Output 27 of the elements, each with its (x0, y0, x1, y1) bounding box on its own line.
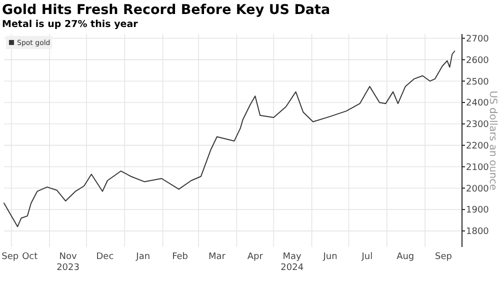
y-tick-label: 2300 (466, 120, 490, 130)
y-tick-label: 2400 (466, 98, 490, 109)
x-tick-label: Mar (208, 252, 226, 262)
y-tick-label: 2100 (466, 162, 490, 173)
x-tick-label: Dec (96, 252, 114, 262)
x-tick-label: Sep (435, 252, 452, 262)
x-tick-label: Feb (172, 252, 188, 262)
x-tick-label: May 2024 (280, 252, 304, 273)
x-tick-label: Oct (22, 252, 38, 262)
x-tick-label: Nov 2023 (56, 252, 80, 273)
y-tick-label: 2000 (466, 184, 490, 194)
x-tick-label: Aug (396, 252, 414, 262)
chart-title: Gold Hits Fresh Record Before Key US Data (2, 2, 330, 18)
chart-subtitle: Metal is up 27% this year (2, 19, 138, 30)
y-tick-label: 2200 (466, 141, 490, 152)
x-tick-label: Sep (2, 252, 19, 262)
y-tick-label: 2600 (466, 56, 490, 66)
line-series (4, 50, 456, 228)
y-axis-title: US dollars an ounce (487, 90, 498, 190)
y-tick-label: 2700 (466, 34, 490, 44)
y-tick-label: 1800 (466, 227, 490, 238)
x-tick-label: Jul (360, 252, 373, 262)
x-tick-label: Jan (135, 252, 150, 262)
y-tick-label: 2500 (466, 77, 490, 88)
x-tick-label: Jun (322, 252, 338, 262)
x-tick-label: Apr (247, 252, 264, 262)
y-tick-label: 1900 (466, 206, 490, 216)
